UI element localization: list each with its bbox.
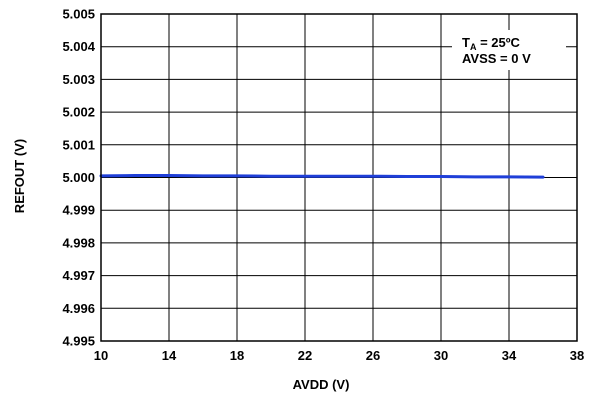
series-line (99, 174, 545, 179)
x-tick-labels: 10 14 18 22 26 30 34 38 (94, 348, 584, 363)
y-tick-label: 4.997 (62, 268, 95, 283)
y-tick-label: 5.003 (62, 72, 95, 87)
y-tick-label: 5.001 (62, 137, 95, 152)
legend-box: TA = 25ºC AVSS = 0 V (452, 30, 566, 70)
y-tick-label: 5.005 (62, 7, 95, 22)
x-tick-label: 26 (366, 348, 380, 363)
y-tick-label: 5.004 (62, 39, 95, 54)
y-tick-label: 4.998 (62, 235, 95, 250)
x-tick-label: 34 (502, 348, 517, 363)
x-tick-label: 18 (230, 348, 244, 363)
series-layer (99, 174, 545, 179)
x-tick-label: 38 (570, 348, 584, 363)
x-axis-title: AVDD (V) (293, 377, 350, 392)
y-tick-label: 4.999 (62, 203, 95, 218)
legend-line-1: TA = 25ºC (462, 35, 520, 52)
legend-line-2: AVSS = 0 V (462, 51, 531, 66)
y-tick-labels: 4.995 4.996 4.997 4.998 4.999 5.000 5.001 5.002… (62, 7, 95, 349)
x-tick-label: 10 (94, 348, 108, 363)
y-axis-title: REFOUT (V) (12, 139, 27, 213)
plot-frame (100, 13, 578, 342)
y-tick-label: 4.996 (62, 301, 95, 316)
y-tick-label: 4.995 (62, 334, 95, 349)
x-tick-label: 14 (162, 348, 177, 363)
x-tick-label: 22 (298, 348, 312, 363)
y-tick-label: 5.002 (62, 105, 95, 120)
x-tick-label: 30 (434, 348, 448, 363)
y-tick-label: 5.000 (62, 170, 95, 185)
